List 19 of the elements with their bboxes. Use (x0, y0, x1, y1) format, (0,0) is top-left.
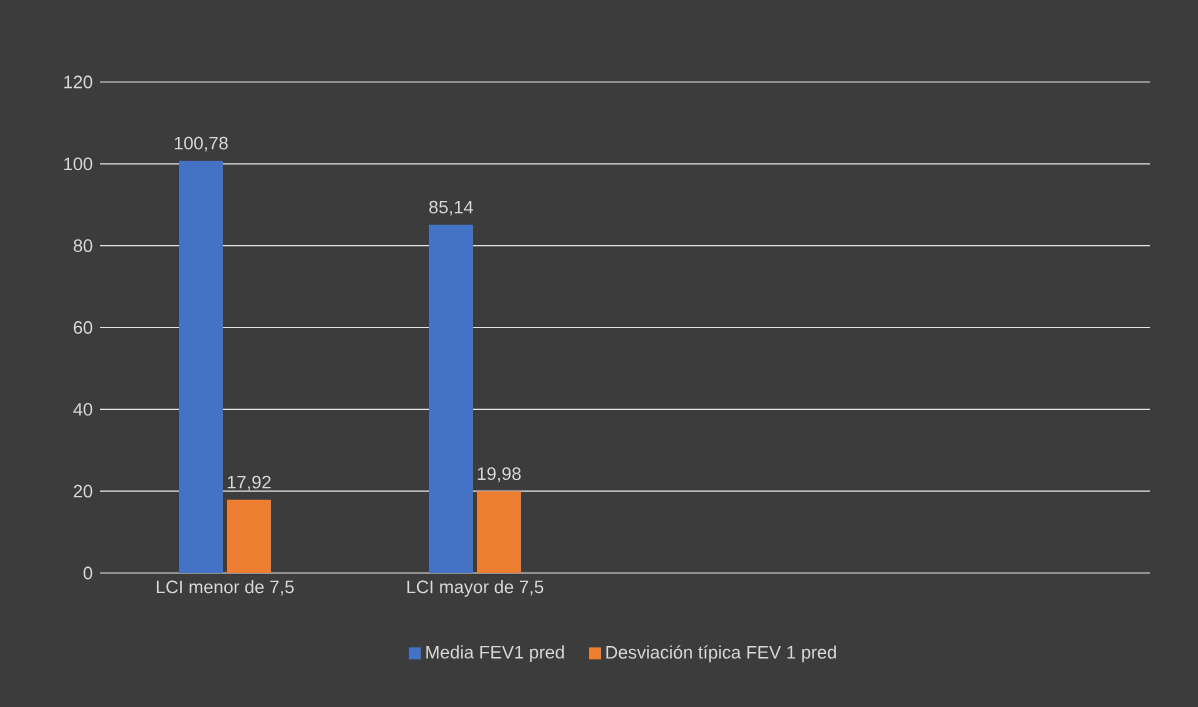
y-tick-label: 20 (73, 484, 93, 498)
bar (227, 499, 272, 573)
y-tick-label: 100 (64, 157, 93, 171)
data-label: 100,78 (174, 136, 228, 152)
y-tick-label: 80 (73, 239, 93, 253)
legend-label: Desviación típica FEV 1 pred (606, 645, 836, 663)
y-tick-label: 120 (64, 75, 93, 89)
bar (179, 160, 224, 573)
y-tick-label: 0 (83, 566, 93, 580)
x-tick-label: LCI menor de 7,5 (156, 580, 294, 596)
y-tick-label: 40 (73, 402, 93, 416)
y-tick-label: 60 (73, 321, 93, 334)
data-label: 85,14 (429, 200, 473, 216)
data-label: 17,92 (227, 475, 271, 491)
bar (477, 491, 521, 573)
data-label: 19,98 (477, 467, 521, 483)
x-tick-label: LCI mayor de 7,5 (407, 580, 544, 597)
bar (429, 224, 473, 573)
legend-label: Media FEV1 pred (426, 645, 564, 663)
